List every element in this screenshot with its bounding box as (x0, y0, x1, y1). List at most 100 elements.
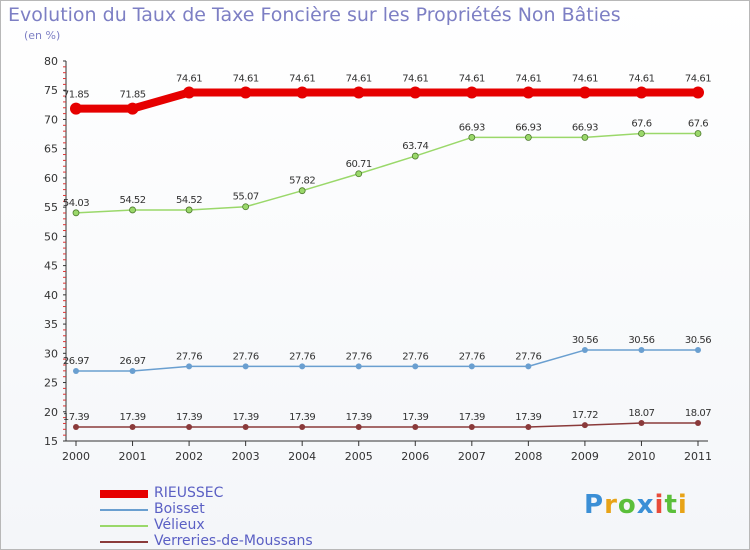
data-label: 66.93 (459, 122, 485, 133)
legend-label: Vélieux (154, 517, 205, 533)
logo-letter: t (664, 490, 678, 520)
series-line (76, 349, 698, 372)
data-label: 54.52 (176, 195, 202, 206)
data-label: 17.39 (515, 412, 541, 423)
data-point (694, 130, 702, 137)
data-label: 60.71 (346, 159, 372, 170)
data-label: 74.61 (176, 74, 202, 85)
y-tick-label: 70 (44, 113, 58, 126)
data-point (129, 424, 136, 431)
data-label: 17.39 (289, 412, 315, 423)
data-point (185, 206, 193, 214)
data-point (73, 424, 79, 431)
data-point (409, 86, 422, 99)
x-tick-label: 2004 (288, 450, 316, 463)
x-tick-label: 2006 (401, 450, 429, 463)
data-point (355, 363, 362, 370)
y-tick-label: 20 (44, 406, 58, 419)
data-label: 27.76 (346, 351, 372, 362)
data-point (126, 102, 139, 115)
data-label: 27.76 (515, 351, 541, 362)
legend-swatch (100, 525, 148, 527)
legend-swatch (100, 509, 148, 511)
data-point (73, 368, 79, 375)
legend-label: RIEUSSEC (154, 485, 224, 501)
series-line (76, 88, 698, 113)
data-label: 27.76 (233, 351, 259, 362)
data-label: 30.56 (628, 335, 654, 346)
data-point (242, 203, 250, 211)
data-point (468, 363, 475, 370)
data-point (412, 363, 419, 370)
data-label: 17.39 (233, 412, 259, 423)
data-label: 17.39 (176, 412, 202, 423)
data-label: 18.07 (628, 408, 654, 419)
data-point (242, 424, 249, 431)
data-point (638, 347, 645, 354)
data-point (638, 130, 645, 137)
series-line (76, 422, 698, 428)
series-line (75, 132, 698, 214)
data-label: 66.93 (572, 122, 598, 133)
data-point (355, 170, 363, 178)
y-tick-label: 60 (44, 172, 58, 185)
data-point (525, 363, 532, 370)
data-label: 74.61 (628, 74, 654, 85)
data-point (296, 86, 309, 99)
data-point (183, 86, 196, 99)
data-point (129, 368, 136, 375)
data-label: 30.56 (572, 335, 598, 346)
y-tick-label: 35 (44, 318, 58, 331)
data-label: 27.76 (176, 351, 202, 362)
data-label: 17.39 (459, 412, 485, 423)
y-tick-label: 40 (44, 289, 58, 302)
legend-swatch (100, 490, 148, 498)
logo-letter: x (636, 490, 655, 520)
x-tick-label: 2003 (232, 450, 260, 463)
data-point (581, 347, 588, 354)
data-label: 55.07 (233, 192, 259, 203)
logo-letter: r (604, 490, 618, 520)
data-point (186, 363, 193, 370)
data-label: 74.61 (346, 74, 372, 85)
data-label: 17.39 (63, 412, 89, 423)
y-tick-label: 25 (44, 377, 58, 390)
data-point (352, 86, 365, 99)
data-label: 26.97 (119, 356, 145, 367)
data-point (298, 187, 306, 195)
data-point (638, 420, 645, 427)
x-tick-label: 2007 (458, 450, 486, 463)
data-point (522, 86, 535, 99)
x-tick-label: 2009 (571, 450, 599, 463)
proxiti-logo: Proxiti (584, 490, 688, 520)
data-point (468, 134, 476, 141)
data-point (412, 424, 419, 431)
y-tick-label: 55 (44, 201, 58, 214)
data-point (524, 134, 532, 141)
x-tick-label: 2008 (514, 450, 542, 463)
legend-swatch (100, 541, 148, 543)
data-point (525, 424, 532, 431)
data-point (299, 363, 306, 370)
data-point (239, 86, 252, 99)
logo-letter: o (617, 490, 637, 520)
data-label: 26.97 (63, 356, 89, 367)
x-tick-label: 2011 (684, 450, 712, 463)
data-label: 27.76 (459, 351, 485, 362)
data-point (578, 86, 591, 99)
legend-label: Verreries-de-Moussans (154, 533, 313, 549)
data-point (72, 209, 80, 217)
data-label: 18.07 (685, 408, 711, 419)
data-point (299, 424, 306, 431)
y-tick-label: 65 (44, 143, 58, 156)
data-label: 54.52 (119, 195, 145, 206)
logo-letter: i (677, 490, 688, 520)
legend-label: Boisset (154, 501, 205, 517)
data-label: 71.85 (63, 90, 89, 101)
data-point (355, 424, 362, 431)
data-label: 71.85 (119, 90, 145, 101)
y-tick-label: 75 (44, 84, 58, 97)
data-label: 74.61 (402, 74, 428, 85)
data-point (242, 363, 249, 370)
